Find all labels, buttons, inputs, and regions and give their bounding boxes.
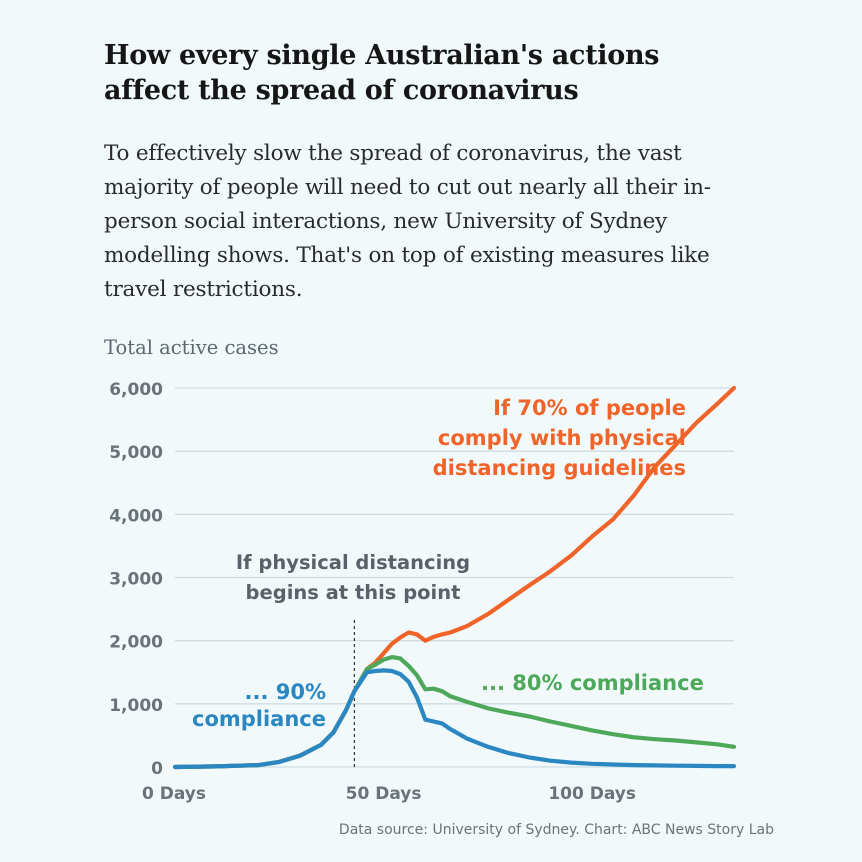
marker-label: If physical distancing <box>236 551 470 574</box>
x-axis-ticks: 0 Days 50 Days 100 Days <box>142 784 636 804</box>
y-tick-label: 3,000 <box>109 570 163 590</box>
y-axis-ticks: 0 1,000 2,000 3,000 4,000 5,000 6,000 <box>109 380 163 779</box>
series-label-ninety: compliance <box>192 707 326 731</box>
start-marker: If physical distancing begins at this poi… <box>236 551 470 767</box>
series-line-ninety <box>172 668 737 770</box>
series-label-ninety: ... 90% <box>244 680 326 704</box>
series-label-seventy: comply with physical <box>438 426 686 450</box>
grid-lines <box>175 387 734 768</box>
data-source: Data source: University of Sydney. Chart… <box>338 822 774 838</box>
chart-subtitle: To effectively slow the spread of corona… <box>104 141 711 302</box>
marker-label: begins at this point <box>246 581 461 604</box>
y-tick-label: 2,000 <box>109 633 163 653</box>
series-label-seventy: distancing guidelines <box>433 456 686 480</box>
y-axis-label: Total active cases <box>104 336 279 359</box>
series-lines <box>172 385 737 770</box>
y-tick-label: 1,000 <box>109 696 163 716</box>
series-labels: If 70% of people comply with physical dist… <box>192 396 704 731</box>
x-tick-label: 50 Days <box>346 784 422 804</box>
series-label-eighty: ... 80% compliance <box>481 671 704 695</box>
x-tick-label: 100 Days <box>548 784 636 804</box>
y-tick-label: 0 <box>151 759 163 779</box>
chart-title: How every single Australian's actions af… <box>104 40 660 106</box>
y-tick-label: 4,000 <box>109 506 163 526</box>
y-tick-label: 6,000 <box>109 380 163 400</box>
x-tick-label: 0 Days <box>142 784 206 804</box>
y-tick-label: 5,000 <box>109 443 163 463</box>
series-label-seventy: If 70% of people <box>493 396 686 420</box>
